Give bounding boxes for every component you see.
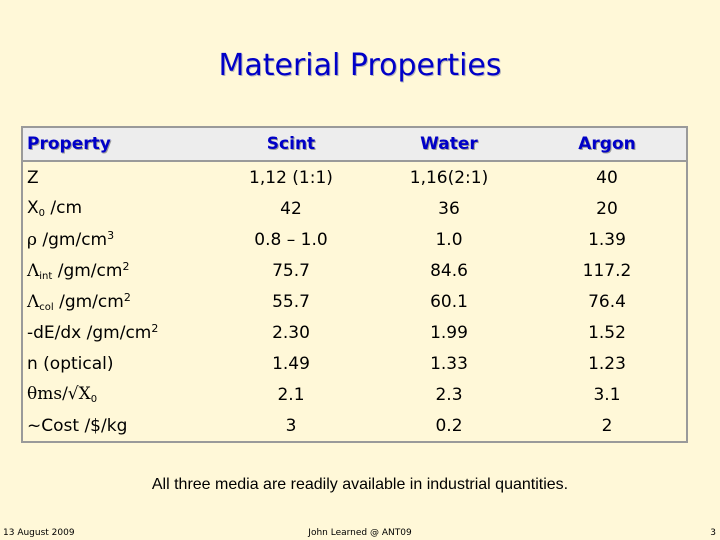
cell-argon: 20 (596, 198, 618, 219)
cell-argon: 76.4 (588, 291, 626, 312)
material-properties-table: Property Scint Water Argon Z 1,12 (1:1) … (21, 126, 688, 443)
cell-argon: 117.2 (582, 260, 632, 281)
table-row: Z 1,12 (1:1) 1,16(2:1) 40 (22, 161, 687, 193)
slide-title: Material Properties (218, 48, 502, 83)
header-argon: Argon (528, 127, 687, 162)
cell-water: 36 (438, 198, 460, 219)
cell-water: 1,16(2:1) (409, 167, 489, 188)
row-label-cost: ~Cost /$/kg (27, 415, 128, 436)
cell-scint: 2.1 (277, 384, 305, 405)
row-label-z: Z (27, 167, 39, 188)
cell-argon: 1.52 (588, 322, 626, 343)
cell-argon: 1.39 (588, 229, 626, 250)
row-label-radiation-length: X0 /cm (27, 198, 83, 219)
cell-argon: 1.23 (588, 353, 626, 374)
footer-date: 13 August 2009 (3, 528, 75, 538)
row-label-de-dx: -dE/dx /gm/cm2 (27, 322, 159, 343)
row-label-density: ρ /gm/cm3 (27, 229, 115, 250)
cell-water: 1.99 (430, 322, 468, 343)
header-property: Property (22, 127, 212, 162)
table-row: Λcol /gm/cm2 55.7 60.1 76.4 (22, 286, 687, 317)
footer-page-number: 3 (710, 528, 716, 538)
footer-author: John Learned @ ANT09 (308, 528, 412, 538)
cell-scint: 1.49 (272, 353, 310, 374)
cell-argon: 3.1 (593, 384, 621, 405)
cell-water: 2.3 (435, 384, 463, 405)
row-label-multiple-scattering: θms/√X0 (27, 384, 98, 405)
table-row: ρ /gm/cm3 0.8 – 1.0 1.0 1.39 (22, 224, 687, 255)
cell-water: 0.2 (435, 415, 463, 436)
cell-water: 60.1 (430, 291, 468, 312)
cell-scint: 42 (280, 198, 302, 219)
cell-scint: 0.8 – 1.0 (254, 229, 328, 250)
table-row: n (optical) 1.49 1.33 1.23 (22, 348, 687, 379)
row-label-refractive-index: n (optical) (27, 353, 114, 374)
availability-note: All three media are readily available in… (151, 476, 569, 493)
table-row: -dE/dx /gm/cm2 2.30 1.99 1.52 (22, 317, 687, 348)
cell-argon: 2 (601, 415, 613, 436)
row-label-interaction-length: Λint /gm/cm2 (27, 259, 130, 282)
table-row: X0 /cm 42 36 20 (22, 193, 687, 224)
table-header-row: Property Scint Water Argon (22, 127, 687, 162)
cell-scint: 75.7 (272, 260, 310, 281)
cell-water: 84.6 (430, 260, 468, 281)
header-scint: Scint (212, 127, 370, 162)
cell-scint: 1,12 (1:1) (249, 167, 333, 188)
cell-water: 1.33 (430, 353, 468, 374)
cell-scint: 2.30 (272, 322, 310, 343)
header-water: Water (370, 127, 528, 162)
cell-scint: 3 (285, 415, 297, 436)
cell-scint: 55.7 (272, 291, 310, 312)
cell-water: 1.0 (435, 229, 463, 250)
row-label-collision-length: Λcol /gm/cm2 (27, 290, 131, 313)
table-row: θms/√X0 2.1 2.3 3.1 (22, 379, 687, 410)
table-row: Λint /gm/cm2 75.7 84.6 117.2 (22, 255, 687, 286)
cell-argon: 40 (596, 167, 618, 188)
table-row: ~Cost /$/kg 3 0.2 2 (22, 410, 687, 442)
